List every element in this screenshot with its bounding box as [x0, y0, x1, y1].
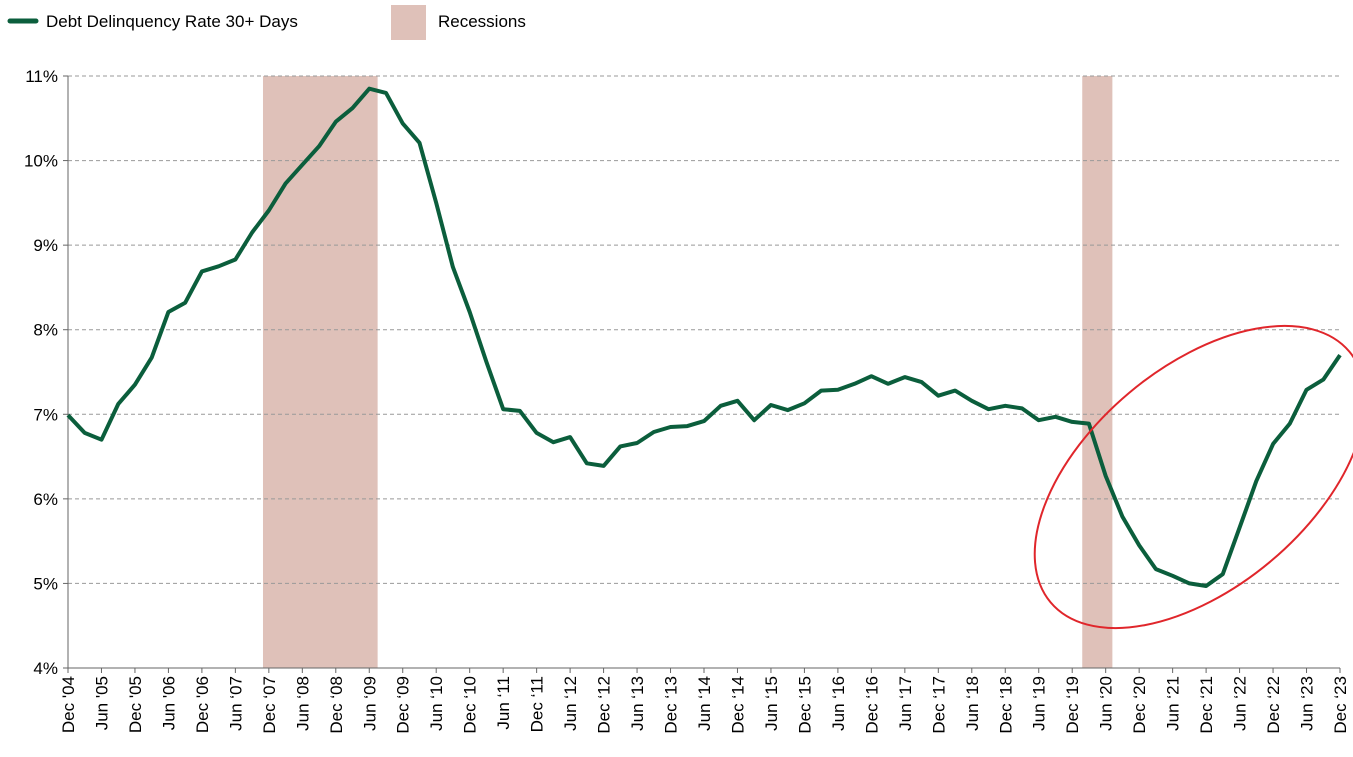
x-tick-label: Dec ‘07 — [260, 676, 279, 734]
x-tick-label: Jun ‘13 — [628, 676, 647, 731]
x-tick-label: Dec ‘15 — [795, 676, 814, 734]
x-tick-label: Dec ‘22 — [1264, 676, 1283, 734]
x-tick-label: Dec ‘20 — [1130, 676, 1149, 734]
y-tick-label: 11% — [25, 67, 58, 86]
x-tick-label: Jun ‘18 — [963, 676, 982, 731]
legend-label: Recessions — [438, 12, 526, 31]
x-tick-label: Dec '04 — [59, 676, 78, 733]
x-tick-label: Jun ‘11 — [494, 676, 513, 730]
x-tick-label: Dec ‘23 — [1331, 676, 1350, 734]
x-tick-label: Jun ‘21 — [1164, 676, 1183, 731]
recession-band — [1082, 76, 1113, 668]
y-tick-label: 9% — [33, 236, 58, 255]
x-tick-label: Dec '05 — [126, 676, 145, 733]
x-tick-label: Dec ‘13 — [662, 676, 681, 734]
x-tick-label: Jun ‘12 — [561, 676, 580, 731]
highlight-ellipse — [1033, 324, 1353, 630]
y-tick-label: 8% — [33, 321, 58, 340]
y-tick-label: 10% — [24, 152, 58, 171]
x-tick-label: Jun ‘17 — [896, 676, 915, 731]
x-tick-label: Dec ‘18 — [996, 676, 1015, 734]
x-tick-label: Dec ‘19 — [1063, 676, 1082, 734]
x-tick-label: Jun ‘23 — [1298, 676, 1317, 731]
x-tick-label: Jun '06 — [159, 676, 178, 730]
x-tick-label: Jun ‘19 — [1030, 676, 1049, 731]
x-tick-label: Jun '05 — [92, 676, 111, 730]
y-tick-label: 6% — [33, 490, 58, 509]
x-tick-label: Jun ‘22 — [1231, 676, 1250, 731]
legend-swatch — [391, 5, 426, 40]
data-line — [66, 86, 1342, 588]
x-tick-label: Jun ‘10 — [427, 676, 446, 731]
y-tick-label: 5% — [33, 574, 58, 593]
x-tick-label: Dec ‘12 — [595, 676, 614, 734]
x-tick-label: Jun ‘20 — [1097, 676, 1116, 731]
x-tick-label: Dec ‘10 — [461, 676, 480, 734]
x-tick-label: Jun ‘08 — [293, 676, 312, 731]
x-tick-label: Jun ‘07 — [226, 676, 245, 731]
x-tick-label: Dec ‘17 — [929, 676, 948, 734]
recession-band — [262, 76, 378, 668]
y-tick-label: 7% — [33, 405, 58, 424]
x-tick-label: Jun ‘15 — [762, 676, 781, 731]
x-tick-label: Dec ‘09 — [394, 676, 413, 734]
y-tick-label: 4% — [33, 659, 58, 678]
x-tick-label: Dec ‘16 — [862, 676, 881, 734]
x-tick-label: Jun ‘14 — [695, 676, 714, 731]
x-tick-label: Dec '06 — [193, 676, 212, 733]
x-tick-label: Dec ‘08 — [327, 676, 346, 734]
x-tick-label: Jun ‘16 — [829, 676, 848, 731]
x-tick-label: Dec ‘21 — [1197, 676, 1216, 734]
x-tick-label: Jun ‘09 — [360, 676, 379, 731]
x-tick-label: Dec ‘11 — [528, 676, 547, 732]
x-tick-label: Dec ‘14 — [728, 676, 747, 734]
legend-label: Debt Delinquency Rate 30+ Days — [46, 12, 298, 31]
